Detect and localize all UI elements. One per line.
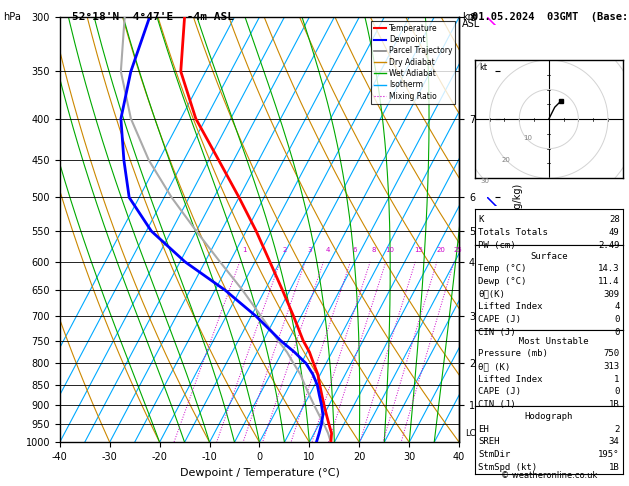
Legend: Temperature, Dewpoint, Parcel Trajectory, Dry Adiabat, Wet Adiabat, Isotherm, Mi: Temperature, Dewpoint, Parcel Trajectory… (371, 21, 455, 104)
Text: K: K (478, 215, 484, 225)
Text: 25: 25 (454, 247, 462, 253)
Text: Hodograph: Hodograph (525, 412, 573, 421)
Text: 1: 1 (614, 375, 620, 384)
Text: 10: 10 (523, 136, 532, 141)
Text: Pressure (mb): Pressure (mb) (478, 349, 548, 359)
Text: 34: 34 (609, 437, 620, 447)
Text: hPa: hPa (3, 12, 21, 22)
Text: Most Unstable: Most Unstable (508, 337, 589, 346)
Text: 1B: 1B (609, 400, 620, 409)
Text: θᴇ(K): θᴇ(K) (478, 290, 505, 299)
Text: 52°18'N  4°47'E  -4m ASL: 52°18'N 4°47'E -4m ASL (72, 12, 235, 22)
Text: StmDir: StmDir (478, 450, 510, 459)
Text: 313: 313 (603, 362, 620, 371)
Text: Surface: Surface (530, 252, 567, 261)
Text: CAPE (J): CAPE (J) (478, 315, 521, 324)
Text: Lifted Index: Lifted Index (478, 375, 543, 384)
Text: 0: 0 (614, 315, 620, 324)
X-axis label: Dewpoint / Temperature (°C): Dewpoint / Temperature (°C) (179, 468, 340, 478)
Text: 4: 4 (325, 247, 330, 253)
Text: 750: 750 (603, 349, 620, 359)
Text: 2: 2 (282, 247, 287, 253)
Text: 6: 6 (352, 247, 357, 253)
Text: 0: 0 (614, 387, 620, 397)
Text: 10: 10 (385, 247, 394, 253)
Text: 20: 20 (436, 247, 445, 253)
Text: 195°: 195° (598, 450, 620, 459)
Text: PW (cm): PW (cm) (478, 241, 516, 250)
Text: CIN (J): CIN (J) (478, 328, 516, 337)
Text: Totals Totals: Totals Totals (478, 228, 548, 237)
Text: Lifted Index: Lifted Index (478, 302, 543, 312)
Text: 49: 49 (609, 228, 620, 237)
Text: 4: 4 (614, 302, 620, 312)
Text: kt: kt (479, 64, 487, 72)
Text: 0: 0 (614, 328, 620, 337)
Text: 15: 15 (415, 247, 423, 253)
Text: 01.05.2024  03GMT  (Base: 12): 01.05.2024 03GMT (Base: 12) (472, 12, 629, 22)
Text: 28: 28 (609, 215, 620, 225)
Text: 2: 2 (614, 425, 620, 434)
Text: StmSpd (kt): StmSpd (kt) (478, 463, 537, 472)
Text: Temp (°C): Temp (°C) (478, 264, 526, 274)
Text: LCL: LCL (465, 429, 481, 438)
Text: 11.4: 11.4 (598, 277, 620, 286)
Text: © weatheronline.co.uk: © weatheronline.co.uk (501, 471, 597, 480)
Text: Dewp (°C): Dewp (°C) (478, 277, 526, 286)
Text: 1B: 1B (609, 463, 620, 472)
Text: 8: 8 (372, 247, 376, 253)
Text: SREH: SREH (478, 437, 499, 447)
Text: 2.49: 2.49 (598, 241, 620, 250)
Text: 30: 30 (481, 178, 489, 184)
Text: 3: 3 (307, 247, 311, 253)
Text: θᴇ (K): θᴇ (K) (478, 362, 510, 371)
Text: km: km (462, 12, 477, 22)
Text: 14.3: 14.3 (598, 264, 620, 274)
Text: EH: EH (478, 425, 489, 434)
Text: 1: 1 (242, 247, 247, 253)
Text: 309: 309 (603, 290, 620, 299)
Text: 20: 20 (502, 156, 511, 163)
Text: CIN (J): CIN (J) (478, 400, 516, 409)
Text: CAPE (J): CAPE (J) (478, 387, 521, 397)
Y-axis label: Mixing Ratio (g/kg): Mixing Ratio (g/kg) (513, 184, 523, 276)
Text: ASL: ASL (462, 19, 481, 30)
